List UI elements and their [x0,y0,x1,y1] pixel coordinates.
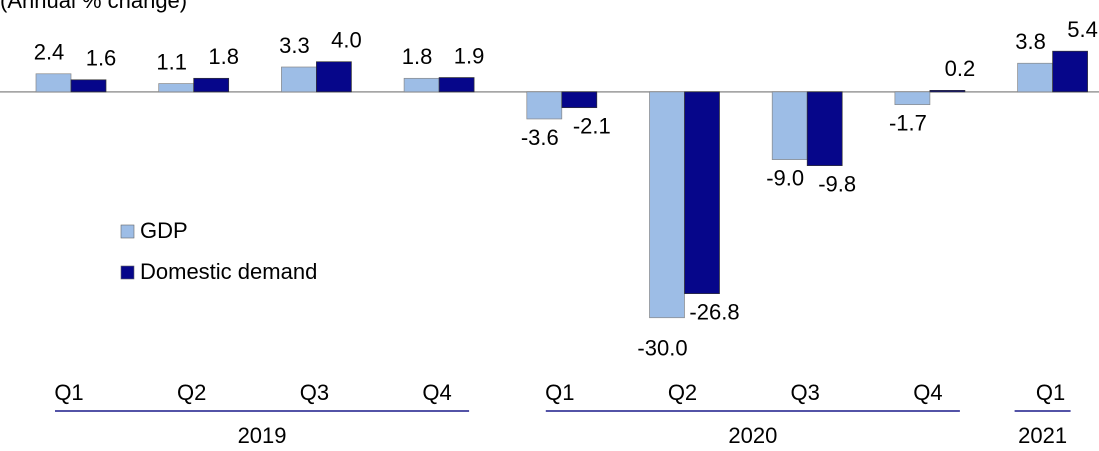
bar [649,91,685,319]
bar [561,91,598,109]
bar [193,77,230,93]
bar [929,90,966,93]
legend-label: Domestic demand [140,259,317,284]
x-tick-label: Q1 [1036,380,1065,405]
value-label: -1.7 [889,110,927,135]
value-label: -9.0 [766,165,804,190]
value-label: 3.8 [1015,29,1046,54]
bar [403,77,440,93]
value-label: 1.8 [208,44,239,69]
value-label: 0.2 [945,56,976,81]
bar [158,83,195,93]
bar [281,66,317,93]
bar [70,79,107,93]
value-label: -9.8 [818,171,856,196]
chart-subtitle: (Annual % change) [0,0,187,13]
x-tick-label: Q3 [300,380,329,405]
value-label: 4.0 [331,28,362,53]
value-label: 1.6 [86,46,117,71]
value-label: -2.1 [573,113,611,138]
value-label: 3.3 [279,33,310,58]
bar [316,61,352,93]
value-label: 5.4 [1067,17,1098,42]
x-tick-label: Q4 [422,380,451,405]
x-tick-label: Q1 [545,380,574,405]
bar [684,91,720,294]
x-tick-label: Q3 [791,380,820,405]
x-tick-label: Q2 [177,380,206,405]
group-label: 2019 [238,423,287,448]
bar [771,91,808,160]
bar [438,77,475,93]
x-tick-label: Q2 [668,380,697,405]
legend-swatch [120,224,135,239]
legend-label: GDP [140,218,188,243]
value-label: -30.0 [637,336,687,361]
legend-swatch [120,265,135,280]
value-label: -3.6 [521,125,559,150]
value-label: 1.9 [454,43,485,68]
bar [806,91,843,166]
x-tick-label: Q4 [913,380,942,405]
value-label: 1.8 [402,44,433,69]
group-label: 2020 [728,423,777,448]
bar [894,91,931,106]
value-label: 1.1 [156,49,187,74]
x-tick-label: Q1 [54,380,83,405]
group-label: 2021 [1018,423,1067,448]
value-label: 2.4 [34,40,65,65]
value-label: -26.8 [689,299,739,324]
bar [526,91,563,120]
bar [35,73,72,93]
bar [1052,50,1088,93]
bar [1017,62,1053,93]
